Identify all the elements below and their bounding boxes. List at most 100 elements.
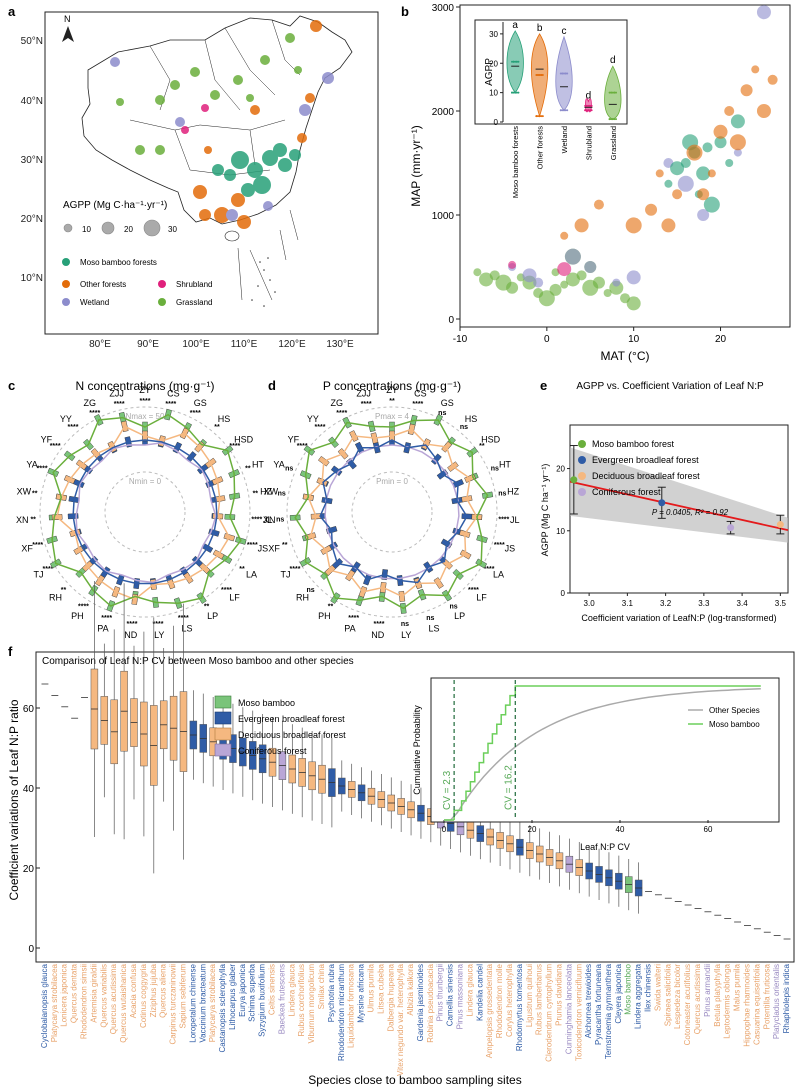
species-label: Viburnum mongolicum [307, 964, 316, 1044]
scatter-point [603, 289, 612, 297]
panel-a: a N [8, 4, 379, 350]
radial-site-label: HS [218, 414, 231, 424]
violin-dot [613, 91, 616, 94]
radial-significance: **** [412, 401, 423, 408]
radial-site-label: HT [499, 459, 511, 469]
species-label: Vaccinium bracteatum [198, 964, 207, 1043]
species-label: Lonicera japonica [60, 963, 69, 1026]
species-label: Quercus variabilis [99, 964, 108, 1028]
species-label: Ilex chinensis [644, 964, 653, 1012]
legend-wetland: Wetland [80, 298, 109, 307]
radial-site-label: ZJJ [109, 388, 124, 398]
radial-inner-ring [104, 471, 186, 553]
violin-dot [511, 91, 513, 94]
species-label: Ulmus pumila [366, 963, 375, 1012]
radial-moso-line [51, 413, 242, 607]
line-x-tick-label: 3.0 [584, 599, 596, 608]
radial-deciduous-line [307, 428, 478, 598]
violin-letter: d [586, 90, 592, 101]
legend-other-forests: Other forests [80, 280, 126, 289]
violin-dot [608, 118, 611, 121]
radial-significance: **** [484, 566, 495, 573]
species-label: Potentilla fruticosa [762, 963, 771, 1029]
box-y-tick-label: 20 [23, 864, 35, 875]
radial-site-label: PH [71, 611, 84, 621]
species-label: Quercus acutissima [109, 963, 118, 1034]
radial-site-label: ZG [331, 398, 344, 408]
radial-site-label: RH [49, 592, 62, 602]
violin-dot [615, 118, 617, 121]
radial-evergreen-line [319, 439, 468, 584]
ecdf-inset: 0 20 40 60 CV = 2.3 CV = 16.2 [442, 680, 761, 834]
radial-significance: ** [61, 587, 67, 594]
scatter-y-title: MAP (mm·yr⁻¹) [409, 125, 423, 206]
scatter-point [626, 296, 641, 311]
violin-dot [514, 91, 517, 94]
radial-moso-line [294, 419, 489, 610]
violin-dot [585, 109, 588, 112]
violin-inset-frame [474, 19, 628, 125]
species-label: Lindera aggregata [634, 963, 643, 1028]
species-label: Psychotria rubra [327, 963, 336, 1022]
radial-significance: **** [32, 542, 43, 549]
line-y-title: AGPP (Mg C ha⁻¹ yr⁻¹) [540, 464, 550, 557]
radial-min-label: Nmin = 0 [129, 477, 162, 486]
violin-dot [587, 104, 590, 107]
scatter-frame [459, 4, 791, 328]
line-point [658, 499, 666, 507]
line-legend-conifer: Coniferous forest [592, 487, 661, 497]
violin-inset: 0 10 20 30 a Moso bamboo forests b Other forest… [489, 20, 622, 198]
radial-site-label: PA [97, 624, 108, 634]
ecdf-cv-label: CV = 2.3 [442, 770, 453, 810]
radial-significance: ** [389, 398, 395, 405]
line-legend-deciduous: Deciduous broadleaf forest [592, 471, 700, 481]
nine-dash-line [237, 209, 299, 301]
violin-dot [540, 115, 543, 118]
species-label: Pinus armandii [703, 964, 712, 1017]
ecdf-x-tick-label: 60 [704, 825, 713, 834]
radial-site-label: RH [296, 592, 309, 602]
radial-significance: **** [229, 443, 240, 450]
radial-significance: ** [204, 604, 210, 611]
line-annotation: P = 0.0405, R² = 0.92 [652, 508, 729, 517]
radial-significance: **** [315, 424, 326, 431]
radial-site-label: HZ [260, 487, 272, 497]
ecdf-cv-label: CV = 16.2 [503, 765, 514, 810]
scatter-point [473, 268, 482, 277]
species-label: Betula platyphylla [713, 963, 722, 1026]
panel-label-d: d [268, 378, 276, 393]
scatter-point [645, 203, 658, 216]
radial-site-label: XF [21, 543, 33, 553]
species-label: Rubus corchorifolius [297, 964, 306, 1036]
radial-significance: **** [114, 401, 125, 408]
radial-significance: ** [30, 517, 36, 524]
scatter-point [533, 277, 544, 288]
species-label: Artemisia giraldii [89, 964, 98, 1023]
radial-site-label: LS [429, 624, 440, 634]
ecdf-x-tick-label: 40 [616, 825, 625, 834]
box-y-tick-label: 0 [28, 944, 34, 955]
species-label: Gardenia jasminoides [416, 964, 425, 1041]
radial-site-label: LY [401, 630, 411, 640]
radial-site-label: LS [182, 624, 193, 634]
species-label: Platycarya strobilacea [208, 963, 217, 1042]
scatter-point [549, 283, 562, 296]
scatter-point [564, 248, 581, 265]
species-label: Acacia confusa [129, 963, 138, 1018]
violin-dot [535, 115, 538, 118]
radial-significance: **** [43, 566, 54, 573]
violin-dot [611, 91, 614, 94]
violin-y-tick-label: 30 [489, 30, 498, 39]
north-arrow-icon: N [62, 14, 74, 42]
line-y-tick-label: 20 [556, 465, 565, 474]
violin-letter: c [562, 26, 567, 37]
y-tick-label: 3000 [432, 3, 455, 14]
y-tick-label: 1000 [432, 211, 455, 222]
radial-significance: **** [297, 443, 308, 450]
line-legend-evergreen: Evergreen broadleaf forest [592, 455, 699, 465]
radial-site-label: XN [263, 515, 276, 525]
radial-site-label: YA [26, 459, 37, 469]
line-x-tick-label: 3.4 [737, 599, 749, 608]
species-label: Rhododendron simsii [80, 964, 89, 1039]
species-label: Alchornea trewioides [584, 964, 593, 1038]
